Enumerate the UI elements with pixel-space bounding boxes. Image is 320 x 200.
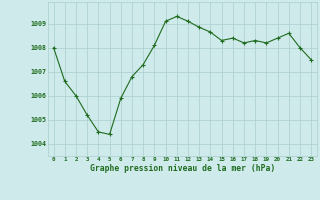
X-axis label: Graphe pression niveau de la mer (hPa): Graphe pression niveau de la mer (hPa) xyxy=(90,164,275,173)
